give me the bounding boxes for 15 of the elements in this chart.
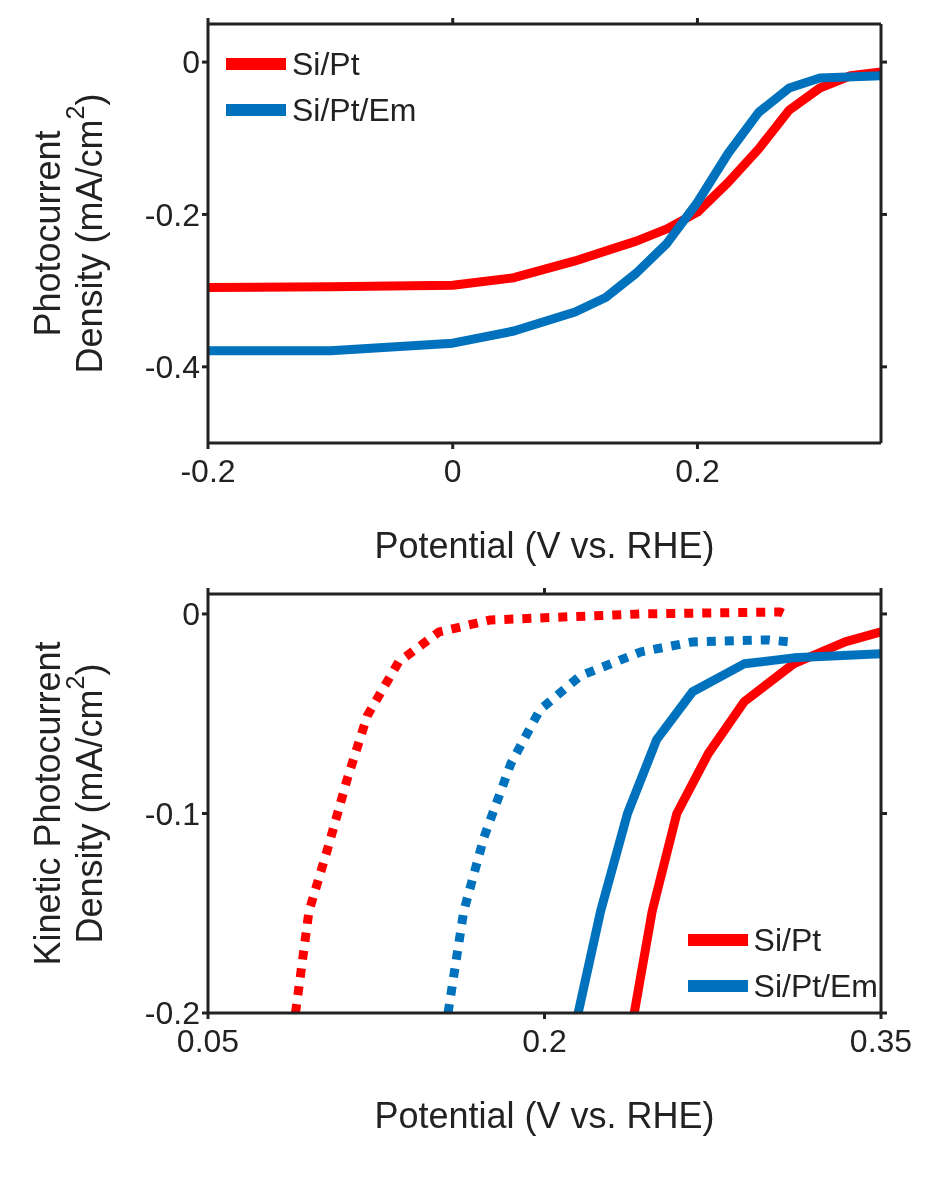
x-tick-label: 0 (443, 452, 462, 489)
legend-label: Si/Pt (292, 45, 360, 83)
y-tick-label: -0.1 (144, 795, 200, 832)
legend-label: Si/Pt/Em (753, 967, 878, 1005)
legend-label: Si/Pt (753, 921, 822, 959)
x-tick-label: 0.35 (849, 1022, 913, 1059)
x-axis-title: Potential (V vs. RHE) (374, 525, 715, 566)
y-tick-label: 0 (182, 44, 200, 81)
legend-label: Si/Pt/Em (292, 91, 417, 129)
x-axis-title: Potential (V vs. RHE) (374, 1095, 715, 1136)
x-tick-label: 0.2 (675, 452, 720, 489)
y-tick-label: 0 (182, 596, 200, 633)
x-tick-label: 0.2 (522, 1022, 567, 1059)
y-tick-label: -0.4 (144, 349, 200, 386)
y-tick-label: -0.2 (144, 196, 200, 233)
